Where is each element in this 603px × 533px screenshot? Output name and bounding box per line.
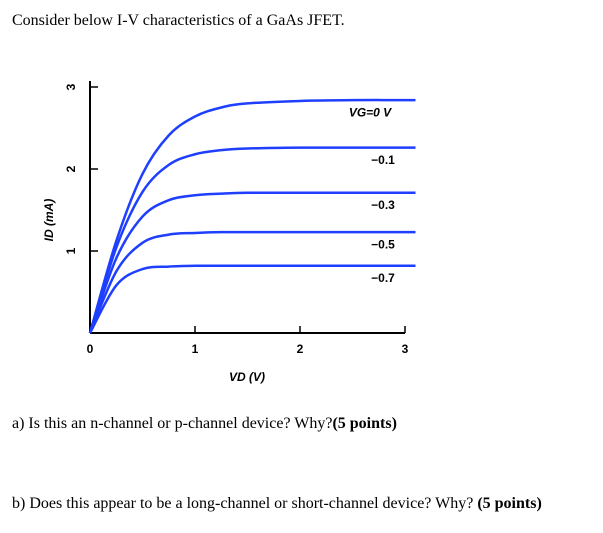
x-tick-label: 0: [87, 342, 94, 356]
title: Consider below I-V characteristics of a …: [12, 12, 345, 29]
x-tick-label: 1: [192, 342, 199, 356]
question: a) Is this an n-channel or p-channel dev…: [12, 415, 397, 433]
iv-curve: [88, 98, 416, 334]
question-text: b) Does this appear to be a long-channel…: [12, 495, 478, 512]
question-points: (5 points): [477, 495, 542, 512]
curve-label: VG=0 V: [349, 105, 392, 119]
iv-curve: [88, 191, 416, 334]
iv-curve: [88, 264, 416, 334]
y-tick-label: 1: [64, 247, 78, 254]
question-points: (5 points): [332, 415, 397, 432]
question: b) Does this appear to be a long-channel…: [12, 495, 542, 513]
curve-label: −0.7: [371, 271, 395, 285]
y-axis-label: ID (mA): [42, 199, 56, 242]
iv-curve: [88, 146, 416, 334]
x-axis-label: VD (V): [229, 370, 265, 384]
curve-label: −0.1: [371, 153, 395, 167]
iv-curve: [88, 230, 416, 334]
x-tick-label: 2: [297, 342, 304, 356]
question-text: a) Is this an n-channel or p-channel dev…: [12, 415, 333, 432]
curve-label: −0.5: [371, 237, 395, 251]
y-tick-label: 3: [64, 83, 78, 90]
x-tick-label: 3: [402, 342, 409, 356]
y-tick-label: 2: [64, 165, 78, 172]
curve-label: −0.3: [371, 198, 395, 212]
